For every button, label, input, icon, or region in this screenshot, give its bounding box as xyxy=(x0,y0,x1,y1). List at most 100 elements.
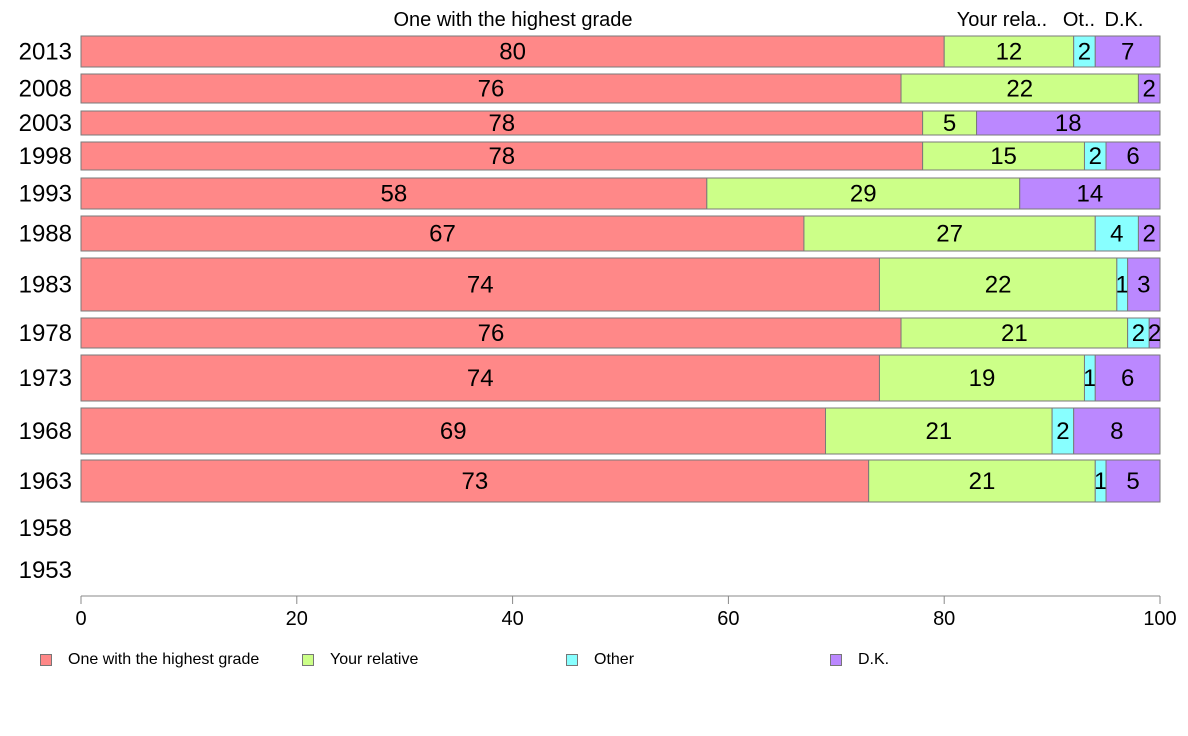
bar-1988-one-with-the-highest-grade xyxy=(80,215,805,252)
data-label-1978-one-with-the-highest-grade: 76 xyxy=(478,320,505,347)
bar-1968-one-with-the-highest-grade xyxy=(80,407,827,455)
category-label-1953: 1953 xyxy=(19,557,72,584)
bar-1978-one-with-the-highest-grade xyxy=(80,317,902,349)
data-label-2008-your-relative: 22 xyxy=(1006,76,1033,103)
bar-1998-one-with-the-highest-grade xyxy=(80,141,924,171)
bar-1983-one-with-the-highest-grade xyxy=(80,257,880,312)
legend-swatch-0 xyxy=(40,654,52,666)
data-label-1983-your-relative: 22 xyxy=(985,272,1012,299)
category-label-1973: 1973 xyxy=(19,365,72,392)
data-label-2008-one-with-the-highest-grade: 76 xyxy=(478,76,505,103)
bar-2013-d-k xyxy=(1094,35,1161,68)
category-label-1998: 1998 xyxy=(19,143,72,170)
data-label-1963-your-relative: 21 xyxy=(969,468,996,495)
bar-1963-your-relative xyxy=(868,459,1096,503)
x-tick-label-40: 40 xyxy=(501,608,523,630)
data-label-1968-your-relative: 21 xyxy=(925,418,952,445)
x-tick-label-100: 100 xyxy=(1143,608,1176,630)
data-label-2003-one-with-the-highest-grade: 78 xyxy=(488,110,515,137)
x-tick-label-0: 0 xyxy=(75,608,86,630)
data-label-1963-other: 1 xyxy=(1094,468,1107,495)
legend-label-2: Other xyxy=(594,651,635,668)
bar-1968-your-relative xyxy=(825,407,1053,455)
legend: One with the highest grade Your relative O… xyxy=(40,648,1160,672)
bar-1968-d-k xyxy=(1073,407,1161,455)
stacked-bar-chart: One with the highest grade Your rela.. Ot.… xyxy=(19,9,1177,630)
data-label-1988-your-relative: 27 xyxy=(936,221,963,248)
category-label-1983: 1983 xyxy=(19,272,72,299)
legend-item-1: Your relative xyxy=(302,648,418,672)
data-label-1998-one-with-the-highest-grade: 78 xyxy=(488,143,515,170)
category-label-1958: 1958 xyxy=(19,515,72,542)
data-label-1988-other: 4 xyxy=(1110,221,1123,248)
bar-1973-d-k xyxy=(1094,354,1161,402)
bar-1978-d-k xyxy=(1148,317,1161,349)
category-label-2013: 2013 xyxy=(19,39,72,66)
data-label-1968-one-with-the-highest-grade: 69 xyxy=(440,418,467,445)
bar-2008-d-k xyxy=(1137,73,1161,104)
bar-1993-your-relative xyxy=(706,177,1021,210)
bar-1978-your-relative xyxy=(900,317,1129,349)
legend-label-3: D.K. xyxy=(858,651,890,668)
legend-label-0: One with the highest grade xyxy=(68,651,260,668)
data-label-2008-d-k: 2 xyxy=(1143,76,1156,103)
data-label-2013-your-relative: 12 xyxy=(996,39,1023,66)
data-label-2013-other: 2 xyxy=(1078,39,1091,66)
bar-1998-d-k xyxy=(1105,141,1161,171)
bar-1988-other xyxy=(1094,215,1139,252)
legend-swatch-1 xyxy=(302,654,314,666)
bar-1963-d-k xyxy=(1105,459,1161,503)
data-label-1973-other: 1 xyxy=(1083,365,1096,392)
category-label-2003: 2003 xyxy=(19,110,72,137)
bar-1988-d-k xyxy=(1137,215,1161,252)
bar-1988-your-relative xyxy=(803,215,1096,252)
legend-swatch-2 xyxy=(566,654,578,666)
data-label-2003-your-relative: 5 xyxy=(943,110,956,137)
data-label-2013-d-k: 7 xyxy=(1121,39,1134,66)
category-label-1993: 1993 xyxy=(19,181,72,208)
legend-item-0: One with the highest grade xyxy=(40,648,259,672)
bar-2003-d-k xyxy=(976,110,1161,136)
data-label-1998-your-relative: 15 xyxy=(990,143,1017,170)
category-label-1963: 1963 xyxy=(19,468,72,495)
category-label-2008: 2008 xyxy=(19,76,72,103)
bar-1993-d-k xyxy=(1019,177,1161,210)
bar-2008-your-relative xyxy=(900,73,1139,104)
data-label-1988-d-k: 2 xyxy=(1143,221,1156,248)
category-label-1968: 1968 xyxy=(19,418,72,445)
data-label-1993-d-k: 14 xyxy=(1077,181,1104,208)
legend-item-3: D.K. xyxy=(830,648,889,672)
bar-2008-one-with-the-highest-grade xyxy=(80,73,902,104)
bar-1983-d-k xyxy=(1127,257,1161,312)
data-label-1978-your-relative: 21 xyxy=(1001,320,1028,347)
column-header-2: Ot.. xyxy=(1063,9,1095,31)
bar-1973-your-relative xyxy=(878,354,1085,402)
data-label-1973-your-relative: 19 xyxy=(969,365,996,392)
data-label-2003-d-k: 18 xyxy=(1055,110,1082,137)
bar-2013-one-with-the-highest-grade xyxy=(80,35,945,68)
data-label-1963-d-k: 5 xyxy=(1126,468,1139,495)
data-label-1968-d-k: 8 xyxy=(1110,418,1123,445)
legend-item-2: Other xyxy=(566,648,634,672)
x-axis: 0 20 40 60 80 100 xyxy=(75,595,1177,630)
bar-2013-your-relative xyxy=(943,35,1075,68)
column-header-3: D.K. xyxy=(1105,9,1144,31)
data-label-1978-other: 2 xyxy=(1132,320,1145,347)
category-label-1978: 1978 xyxy=(19,320,72,347)
data-label-1998-other: 2 xyxy=(1089,143,1102,170)
data-label-1983-one-with-the-highest-grade: 74 xyxy=(467,272,494,299)
x-tick-label-60: 60 xyxy=(717,608,739,630)
bar-2003-one-with-the-highest-grade xyxy=(80,110,924,136)
bar-2003-your-relative xyxy=(922,110,978,136)
data-label-1963-one-with-the-highest-grade: 73 xyxy=(461,468,488,495)
legend-label-1: Your relative xyxy=(330,651,419,668)
data-label-1978-d-k: 2 xyxy=(1148,320,1161,347)
x-tick-label-20: 20 xyxy=(286,608,308,630)
data-label-1983-d-k: 3 xyxy=(1137,272,1150,299)
x-tick-label-80: 80 xyxy=(933,608,955,630)
bar-1998-your-relative xyxy=(922,141,1085,171)
column-header-0: One with the highest grade xyxy=(393,9,632,31)
column-headers: One with the highest grade Your rela.. Ot.… xyxy=(393,9,1143,31)
category-label-1988: 1988 xyxy=(19,221,72,248)
